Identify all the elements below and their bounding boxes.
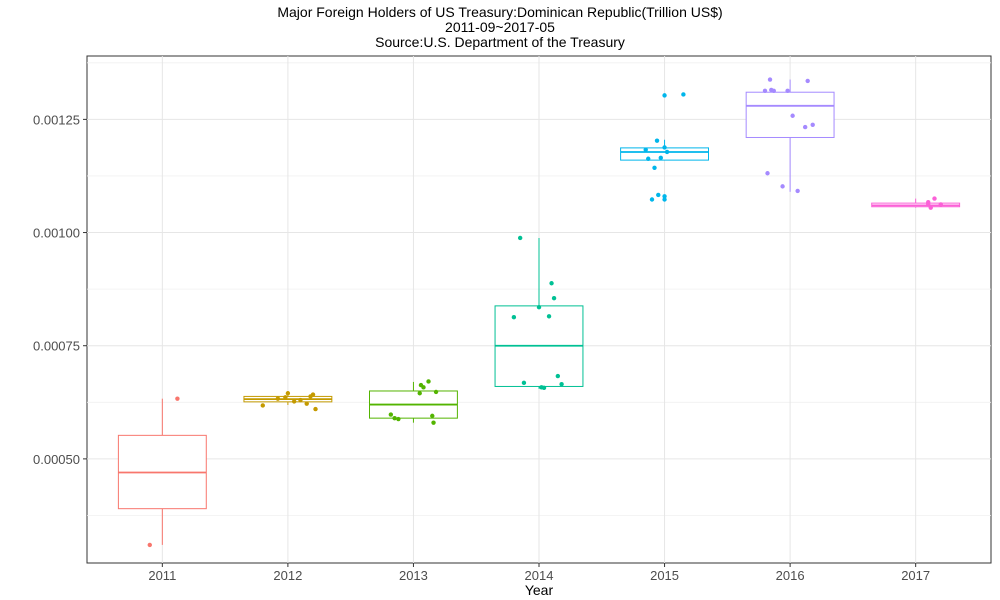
data-point (285, 391, 291, 396)
data-point (662, 93, 667, 98)
data-point (430, 413, 435, 419)
data-point (805, 78, 810, 84)
data-point (662, 145, 667, 150)
data-point (421, 385, 426, 390)
data-point (313, 406, 318, 412)
x-tick-label: 2012 (273, 568, 302, 583)
data-point (392, 415, 397, 421)
data-point (536, 305, 542, 310)
data-point (388, 412, 394, 417)
data-point (426, 379, 431, 384)
data-point (555, 373, 561, 379)
x-tick-label: 2014 (525, 568, 554, 583)
data-point (546, 314, 552, 319)
data-point (175, 396, 180, 401)
y-axis: 0.00050 0.00075 0.00100 0.00125 (33, 112, 87, 467)
data-point (275, 396, 281, 401)
data-point (658, 155, 663, 161)
data-point (521, 380, 527, 386)
data-point (767, 77, 773, 82)
data-points (147, 77, 943, 548)
x-axis-label: Year (525, 582, 554, 598)
data-point (681, 92, 686, 97)
data-point (780, 184, 785, 189)
data-point (652, 165, 657, 171)
box (620, 147, 709, 161)
data-point (785, 88, 790, 94)
data-point (260, 403, 265, 408)
chart-subtitle: 2011-09~2017-05 (445, 19, 555, 35)
x-tick-label: 2017 (901, 568, 930, 583)
data-point (664, 149, 670, 155)
data-point (541, 385, 547, 391)
x-tick-label: 2011 (148, 568, 176, 583)
data-point (559, 381, 564, 387)
data-point (771, 88, 776, 94)
y-tick-label: 0.00100 (33, 226, 80, 241)
x-tick-label: 2015 (650, 568, 679, 583)
data-point (549, 281, 554, 286)
x-tick-label: 2013 (399, 568, 428, 583)
data-point (298, 397, 303, 403)
data-point (147, 542, 152, 548)
data-point (310, 392, 316, 397)
data-point (762, 88, 768, 94)
y-tick-label: 0.00075 (33, 339, 80, 354)
chart-source: Source:U.S. Department of the Treasury (375, 34, 625, 50)
data-point (551, 295, 557, 301)
data-point (646, 156, 651, 161)
x-axis: 2011 2012 2013 2014 2015 2016 2017 (148, 563, 930, 583)
data-point (802, 124, 808, 130)
data-point (928, 205, 933, 210)
data-point (790, 113, 795, 118)
data-point (662, 197, 667, 202)
x-tick-label: 2016 (776, 568, 805, 583)
data-point (283, 395, 288, 400)
data-point (810, 122, 815, 128)
data-point (511, 314, 517, 320)
boxes (117, 79, 961, 545)
data-point (662, 194, 667, 199)
data-point (938, 202, 943, 207)
data-point (649, 197, 655, 202)
data-point (932, 196, 937, 201)
data-point (517, 235, 523, 241)
data-point (795, 188, 800, 194)
data-point (433, 389, 439, 395)
data-point (765, 171, 770, 176)
data-point (396, 416, 401, 422)
data-point (291, 399, 297, 404)
data-point (926, 201, 931, 207)
data-point (654, 138, 660, 143)
data-point (304, 401, 309, 406)
data-point (656, 192, 661, 198)
y-tick-label: 0.00050 (33, 452, 80, 467)
data-point (417, 391, 422, 396)
chart-title: Major Foreign Holders of US Treasury:Dom… (277, 4, 723, 20)
y-tick-label: 0.00125 (33, 112, 80, 127)
data-point (643, 147, 648, 152)
data-point (431, 420, 436, 425)
box (745, 91, 835, 138)
